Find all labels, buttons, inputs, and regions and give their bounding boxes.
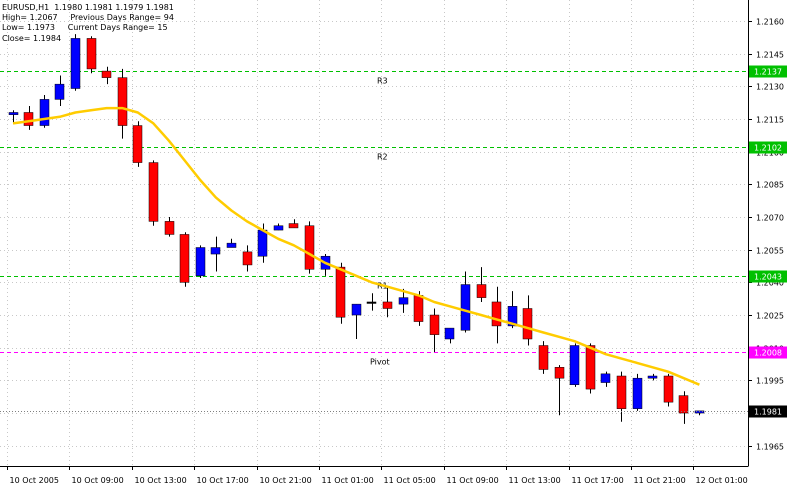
header-symbol-ohlc: EURUSD,H1 1.1980 1.1981 1.1979 1.1981 <box>2 3 174 12</box>
candle-bear <box>117 77 128 126</box>
current-price-label: 1.1981 <box>754 408 782 417</box>
candle-bear <box>288 223 299 229</box>
level-label-pivot: Pivot <box>370 358 390 367</box>
candle-bear <box>148 162 159 222</box>
x-tick-label: 10 Oct 09:00 <box>72 476 124 485</box>
level-price-box-r2 <box>749 141 787 154</box>
candle-bear <box>522 308 533 340</box>
candle-bull <box>444 327 455 340</box>
x-tick-label: 10 Oct 21:00 <box>260 476 312 485</box>
x-tick-label: 11 Oct 09:00 <box>447 476 499 485</box>
moving-average-line <box>12 106 700 386</box>
candle-bull <box>460 284 471 331</box>
candle-bull <box>39 99 50 126</box>
x-tick-label: 11 Oct 01:00 <box>322 476 374 485</box>
candle-bear <box>413 295 424 322</box>
candle-bear <box>335 266 346 318</box>
candle-bear <box>429 314 440 335</box>
candle-bull <box>273 225 284 231</box>
candle-bull <box>195 247 206 277</box>
x-tick-label: 11 Oct 05:00 <box>384 476 436 485</box>
candle-bear <box>382 301 393 309</box>
candle-bear <box>132 125 143 163</box>
candle-bear <box>491 301 502 327</box>
x-tick-label: 12 Oct 01:00 <box>696 476 748 485</box>
candle-bull <box>70 38 81 89</box>
candle-bull <box>647 375 658 379</box>
y-tick-label: 1.1965 <box>756 443 784 452</box>
candle-bear <box>179 234 190 283</box>
x-tick-label: 10 Oct 2005 <box>10 476 59 485</box>
candle-bull <box>8 112 19 115</box>
candle-bull <box>632 377 643 409</box>
x-tick-label: 11 Oct 13:00 <box>509 476 561 485</box>
y-tick-label: 1.1995 <box>756 377 784 386</box>
candle-bull <box>507 306 518 327</box>
level-price-box-r3 <box>749 65 787 78</box>
y-tick-label: 1.2040 <box>756 279 784 288</box>
x-tick-label: 11 Oct 21:00 <box>634 476 686 485</box>
y-tick-label: 1.2145 <box>756 51 784 60</box>
level-price-label-r1: 1.2043 <box>754 273 782 282</box>
header-low-curr-range: Low= 1.1973 Current Days Range= 15 <box>2 23 168 32</box>
current-price-box <box>749 405 787 418</box>
candle-bull <box>600 373 611 383</box>
candle-bull <box>210 247 221 255</box>
level-price-label-pivot: 1.2008 <box>754 349 782 358</box>
candle-bear <box>101 70 112 78</box>
header-high-prev-range: High= 1.2067 Previous Days Range= 94 <box>2 13 174 22</box>
y-tick-label: 1.2160 <box>756 18 784 27</box>
candle-bear <box>616 375 627 409</box>
candle-bull <box>366 301 377 304</box>
y-tick-label: 1.2130 <box>756 83 784 92</box>
level-price-label-r2: 1.2102 <box>754 144 782 153</box>
level-price-box-r1 <box>749 270 787 283</box>
candle-bull <box>226 242 237 248</box>
candle-bear <box>585 345 596 390</box>
candle-bull <box>257 229 268 257</box>
candle-bear <box>164 221 175 235</box>
y-tick-label: 1.2085 <box>756 181 784 190</box>
x-tick-label: 10 Oct 13:00 <box>135 476 187 485</box>
level-label-r2: R2 <box>377 153 388 162</box>
candle-bear <box>23 112 34 126</box>
x-tick-label: 11 Oct 17:00 <box>572 476 624 485</box>
y-tick-label: 1.2055 <box>756 247 784 256</box>
candle-bull <box>54 83 65 100</box>
candle-bull <box>351 303 362 316</box>
candle-bear <box>86 38 97 70</box>
level-label-r3: R3 <box>377 77 388 86</box>
level-price-box-pivot <box>749 346 787 359</box>
candle-bear <box>554 367 565 379</box>
y-tick-label: 1.2115 <box>756 116 784 125</box>
level-price-label-r3: 1.2137 <box>754 68 782 77</box>
candle-bull <box>398 297 409 305</box>
candle-bear <box>663 375 674 403</box>
candle-bear <box>476 284 487 298</box>
candle-bear <box>538 345 549 370</box>
candle-bear <box>678 395 689 414</box>
x-tick-label: 10 Oct 17:00 <box>197 476 249 485</box>
candle-bear <box>242 251 253 266</box>
y-tick-label: 1.2025 <box>756 312 784 321</box>
y-tick-label: 1.2070 <box>756 214 784 223</box>
candle-bear <box>304 225 315 270</box>
header-close: Close= 1.1984 <box>2 34 62 43</box>
candle-bull <box>569 345 580 385</box>
